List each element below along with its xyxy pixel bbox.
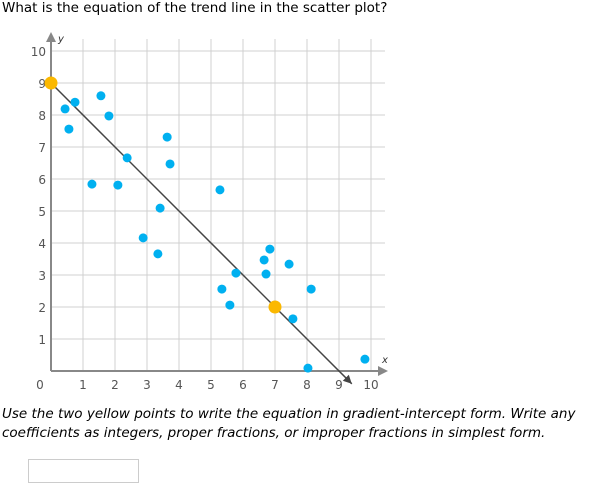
x-tick-label: 2 <box>111 378 119 392</box>
data-point <box>87 179 97 189</box>
data-point <box>138 233 148 243</box>
data-point <box>113 180 123 190</box>
data-point <box>122 153 132 163</box>
highlight-point <box>268 300 282 314</box>
scatter-plot: y x 0 1 2 3 4 5 6 7 8 9 10 1 2 3 4 5 6 7 8 9 10 <box>31 32 388 392</box>
y-tick-label: 9 <box>38 77 46 91</box>
instruction-line-2: coefficients as integers, proper fractio… <box>2 425 546 441</box>
x-tick-label: 5 <box>207 378 215 392</box>
data-point <box>265 244 275 254</box>
data-point <box>306 284 316 294</box>
instructions: Use the two yellow points to write the e… <box>2 405 600 443</box>
y-tick-label: 7 <box>38 141 46 155</box>
data-point <box>360 354 370 364</box>
x-tick-label: 1 <box>79 378 87 392</box>
data-point <box>231 268 241 278</box>
data-point <box>104 111 114 121</box>
data-point <box>165 159 175 169</box>
instruction-line-1: Use the two yellow points to write the e… <box>2 406 576 422</box>
y-tick-label: 4 <box>38 237 46 251</box>
data-point <box>96 91 106 101</box>
data-point <box>261 269 271 279</box>
data-point <box>60 104 70 114</box>
data-point <box>153 249 163 259</box>
y-axis-label: y <box>57 34 65 45</box>
y-tick-label: 8 <box>38 109 46 123</box>
data-point <box>64 124 74 134</box>
trend-line <box>50 82 353 385</box>
data-point <box>217 284 227 294</box>
data-point <box>288 314 298 324</box>
x-tick-label: 6 <box>239 378 247 392</box>
data-point <box>303 363 313 373</box>
x-tick-label: 7 <box>271 378 279 392</box>
x-tick-label: 9 <box>335 378 343 392</box>
data-point <box>155 203 165 213</box>
x-tick-label: 10 <box>363 378 378 392</box>
x-tick-label: 0 <box>36 378 44 392</box>
x-tick-label: 4 <box>175 378 183 392</box>
x-tick-label: 3 <box>143 378 151 392</box>
trend-line-arrow <box>342 374 352 384</box>
data-point <box>215 185 225 195</box>
question-text: What is the equation of the trend line i… <box>2 0 388 16</box>
highlight-point <box>44 76 58 90</box>
data-point <box>70 97 80 107</box>
x-tick-label: 8 <box>303 378 311 392</box>
y-tick-label: 5 <box>38 205 46 219</box>
y-tick-label: 6 <box>38 173 46 187</box>
x-axis-arrow <box>378 366 388 376</box>
data-point <box>259 255 269 265</box>
y-axis-arrow <box>46 32 56 42</box>
y-tick-label: 10 <box>31 45 46 59</box>
data-point <box>284 259 294 269</box>
y-tick-label: 2 <box>38 301 46 315</box>
x-axis-label: x <box>381 355 388 366</box>
data-point <box>225 300 235 310</box>
data-point <box>162 132 172 142</box>
y-tick-label: 1 <box>38 333 46 347</box>
answer-input[interactable] <box>28 459 139 483</box>
y-tick-label: 3 <box>38 269 46 283</box>
